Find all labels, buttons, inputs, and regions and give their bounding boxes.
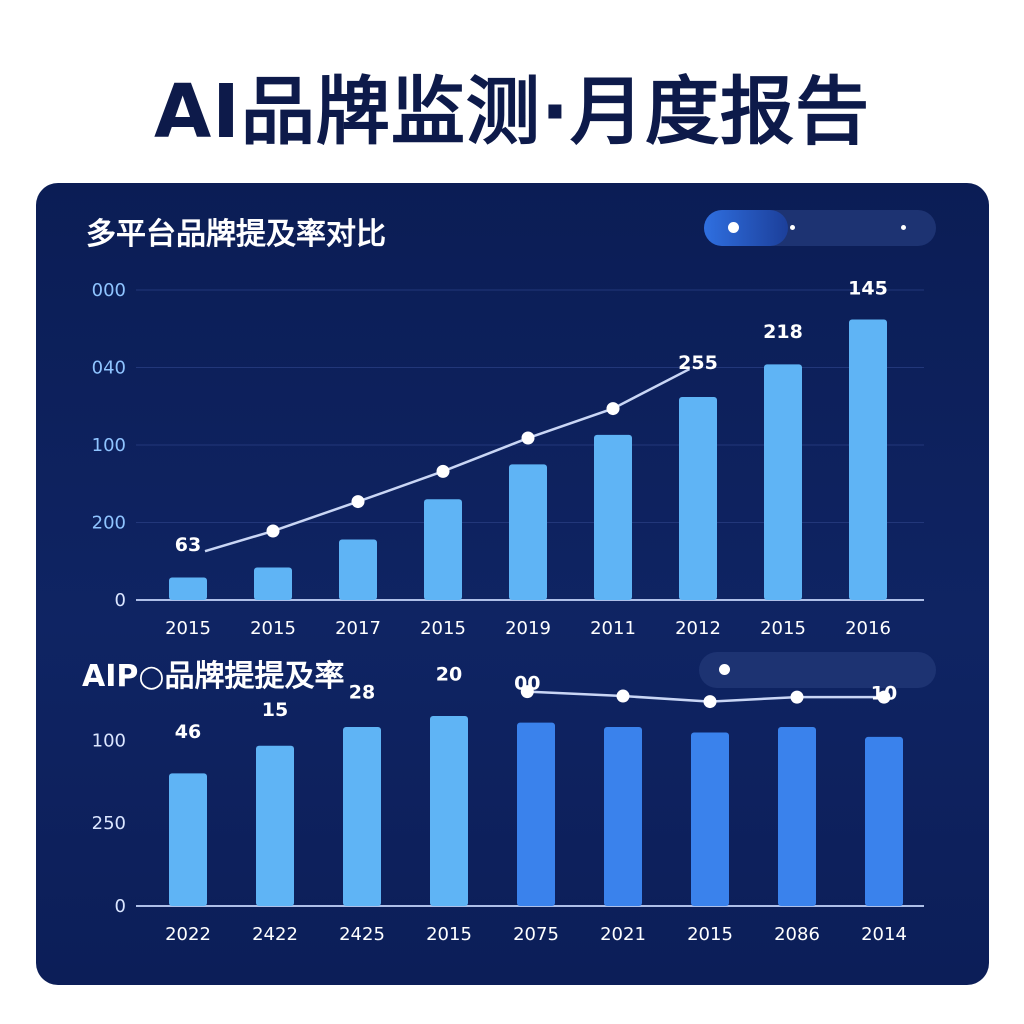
toggle-dot xyxy=(728,222,739,233)
c2-x-tick-label: 2015 xyxy=(687,924,733,945)
c2-bar xyxy=(865,736,903,906)
c1-bar xyxy=(424,499,462,600)
c1-trend-point xyxy=(436,464,450,478)
c1-bar xyxy=(849,319,887,600)
c2-x-tick-label: 2022 xyxy=(165,924,211,945)
c1-bar xyxy=(169,577,207,600)
toggle-dot xyxy=(901,225,906,230)
c2-x-tick-label: 2422 xyxy=(252,924,298,945)
c1-trend-point xyxy=(351,495,365,509)
c1-x-tick-label: 2012 xyxy=(675,618,721,639)
c2-y-tick-label: 0 xyxy=(115,896,126,917)
c2-data-label: 20 xyxy=(436,664,462,686)
c2-x-tick-label: 2015 xyxy=(426,924,472,945)
c1-x-tick-label: 2017 xyxy=(335,618,381,639)
c2-x-tick-label: 2021 xyxy=(600,924,646,945)
c2-data-label: 28 xyxy=(349,681,375,703)
c1-bar xyxy=(509,464,547,600)
c2-bar xyxy=(604,726,642,906)
c1-trend-point xyxy=(521,431,535,445)
c1-y-tick-label: 100 xyxy=(92,435,126,456)
c1-data-label: 145 xyxy=(848,278,888,300)
page-title: AI品牌监测·月度报告 xyxy=(154,69,870,155)
c1-data-label: 218 xyxy=(763,321,803,343)
c2-y-tick-label: 250 xyxy=(92,813,126,834)
c2-x-tick-label: 2075 xyxy=(513,924,559,945)
c2-x-tick-label: 2014 xyxy=(861,924,907,945)
c2-x-tick-label: 2086 xyxy=(774,924,820,945)
c1-x-tick-label: 2016 xyxy=(845,618,891,639)
c1-bar xyxy=(594,434,632,600)
c2-trend-point xyxy=(520,685,534,699)
c1-bar xyxy=(679,396,717,600)
c1-y-tick-label: 0 xyxy=(115,590,126,611)
c1-y-tick-label: 200 xyxy=(92,513,126,534)
c2-bar xyxy=(169,773,207,906)
c2-trend-point xyxy=(877,690,891,704)
c2-bar xyxy=(517,722,555,906)
toggle-active-segment[interactable] xyxy=(704,210,788,246)
c2-trend-point xyxy=(616,689,630,703)
c1-y-tick-label: 000 xyxy=(92,280,126,301)
c1-bar xyxy=(764,364,802,600)
c1-x-tick-label: 2015 xyxy=(250,618,296,639)
report-panel: 多平台品牌提及率对比 AIP○品牌提提及率 0 200 100 040 000 2015 2… xyxy=(36,183,989,985)
c1-x-tick-label: 2015 xyxy=(760,618,806,639)
c2-bar xyxy=(430,715,468,906)
c2-bar xyxy=(691,732,729,906)
c1-x-tick-label: 2011 xyxy=(590,618,636,639)
c2-bar xyxy=(778,726,816,906)
c1-bar xyxy=(339,539,377,600)
c2-data-label: 10 xyxy=(871,682,897,704)
c2-data-label: 46 xyxy=(175,721,201,743)
chart1-toggle[interactable] xyxy=(704,210,936,246)
c2-bar xyxy=(256,745,294,906)
toggle-dot xyxy=(790,225,795,230)
c2-trend-point xyxy=(703,695,717,709)
c2-x-tick-label: 2425 xyxy=(339,924,385,945)
c2-y-tick-label: 100 xyxy=(92,730,126,751)
c1-x-tick-label: 2019 xyxy=(505,618,551,639)
c1-y-tick-label: 040 xyxy=(92,358,126,379)
chart2-toggle[interactable] xyxy=(699,652,936,688)
c1-x-tick-label: 2015 xyxy=(165,618,211,639)
chart1-title: 多平台品牌提及率对比 xyxy=(86,217,386,252)
c1-data-label: 63 xyxy=(175,534,201,556)
chart2-title: AIP○品牌提提及率 xyxy=(82,659,345,694)
c1-bar xyxy=(254,567,292,600)
c2-trend-point xyxy=(790,690,804,704)
c1-x-tick-label: 2015 xyxy=(420,618,466,639)
c2-data-label: 15 xyxy=(262,699,288,721)
toggle-dot xyxy=(719,664,730,675)
c2-bar xyxy=(343,726,381,906)
c1-trend-point xyxy=(266,524,280,538)
c2-data-label: 00 xyxy=(514,672,540,694)
c1-data-label: 255 xyxy=(678,352,718,374)
c1-trend-point xyxy=(606,402,620,416)
